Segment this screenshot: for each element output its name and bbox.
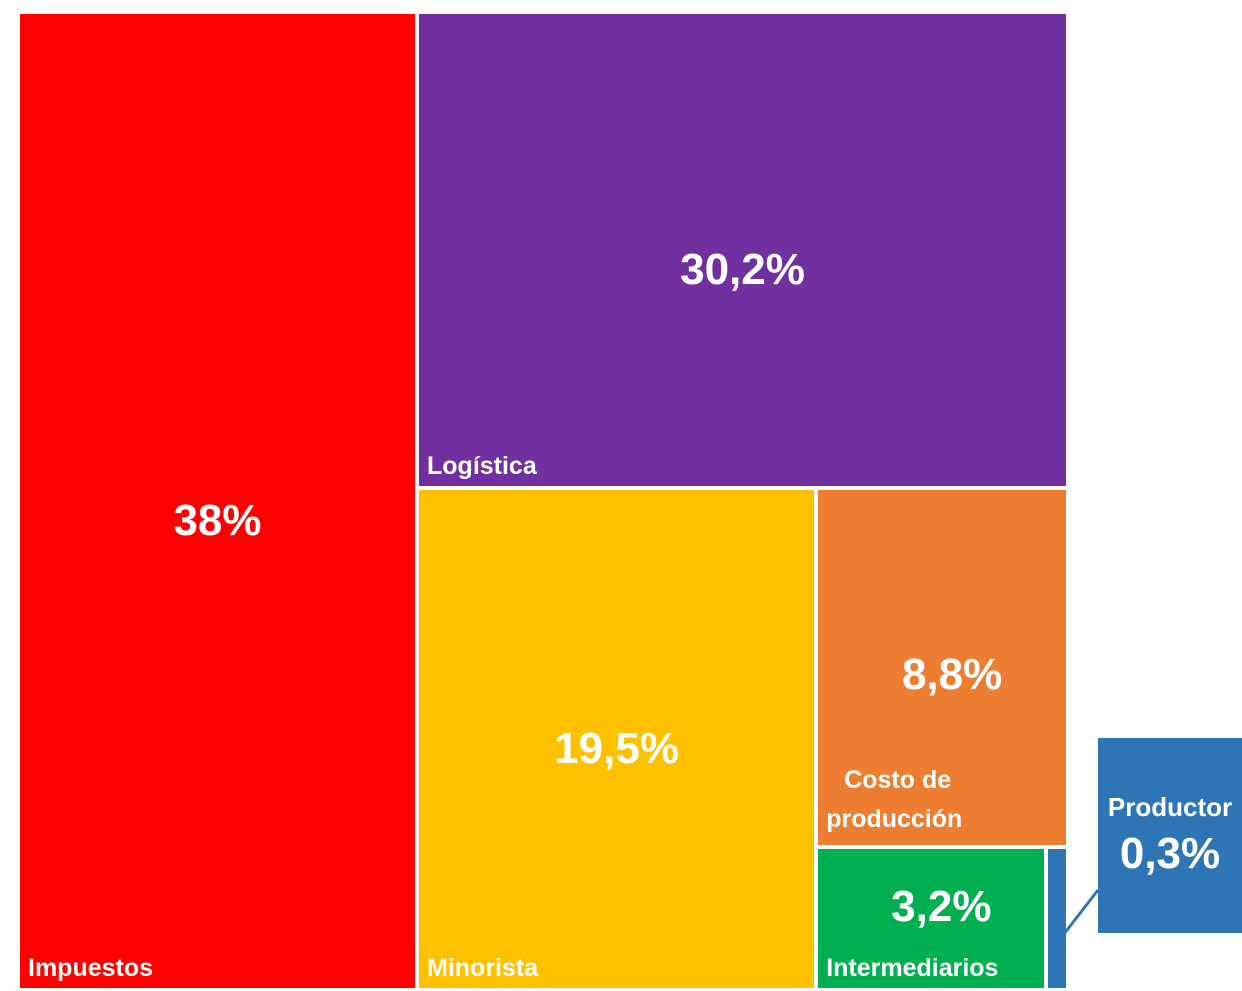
category-label: Productor <box>1107 792 1233 822</box>
tile <box>20 14 415 988</box>
category-label: Logística <box>427 452 537 481</box>
tile <box>1048 849 1066 988</box>
category-label: Intermediarios <box>826 954 999 982</box>
tile <box>818 849 1045 988</box>
category-label: Impuestos <box>28 954 154 982</box>
value-label: 3,2% <box>891 882 992 932</box>
callout: Productor 0,3% <box>1098 738 1242 933</box>
value-label: 19,5% <box>554 724 679 774</box>
value-label: 8,8% <box>901 649 1003 699</box>
value-label: 0,3% <box>1119 829 1221 878</box>
tile <box>419 14 1066 487</box>
category-label: Costo de producción <box>826 766 963 834</box>
tile <box>818 490 1066 846</box>
value-label: 30,2% <box>680 245 805 294</box>
value-label: 38% <box>173 495 262 545</box>
category-label: Minorista <box>427 954 539 982</box>
tile <box>419 490 815 988</box>
